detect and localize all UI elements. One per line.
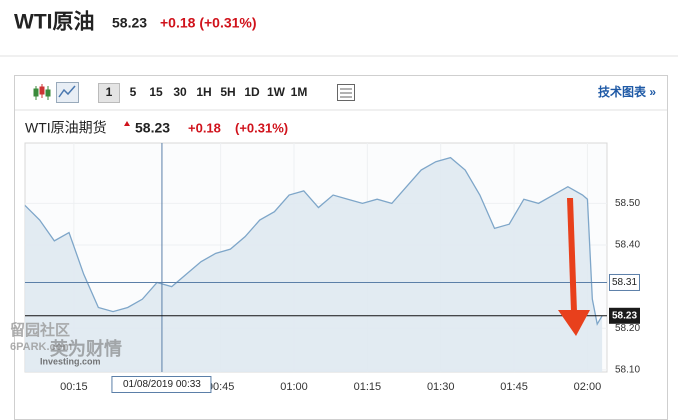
annotation-arrow — [558, 198, 590, 336]
up-indicator — [124, 121, 130, 126]
chart-title: WTI原油期货 — [25, 120, 107, 136]
y-tick-label: 58.20 — [615, 323, 640, 334]
last-price-label: 58.23 — [612, 310, 637, 321]
watermark-brand-en: Investing.com — [40, 356, 101, 366]
watermark-domain: 6PARK.com — [10, 341, 72, 353]
interval-button[interactable]: 5H — [220, 85, 235, 99]
x-tick-label: 01:15 — [354, 381, 382, 393]
price-line — [24, 156, 603, 326]
price-area — [25, 157, 603, 372]
interval-button[interactable]: 15 — [149, 85, 163, 99]
watermark-site: 留园社区 — [10, 321, 70, 339]
x-tick-label: 01:45 — [500, 381, 528, 393]
interval-selected — [98, 83, 120, 103]
chart-price: 58.23 — [135, 120, 170, 136]
x-tick-label: 00:15 — [60, 381, 88, 393]
crosshair-x-label: 01/08/2019 00:33 — [123, 379, 201, 390]
candle-icon[interactable] — [33, 84, 51, 100]
crosshair-y-label: 58.31 — [612, 277, 637, 288]
y-tick-label: 58.50 — [615, 198, 640, 209]
interval-button[interactable]: 1M — [291, 85, 308, 99]
x-tick-label: 01:00 — [280, 381, 308, 393]
crosshair-x-box — [111, 376, 212, 393]
last-price-box — [609, 307, 640, 324]
interval-button[interactable]: 1 — [106, 85, 113, 99]
crosshair-y-box — [609, 273, 640, 291]
header-change: +0.18 (+0.31%) — [160, 15, 257, 31]
x-tick-label: 01:30 — [427, 381, 455, 393]
y-tick-label: 58.10 — [615, 365, 640, 376]
interval-button[interactable]: 1W — [267, 85, 286, 99]
interval-button[interactable]: 5 — [130, 85, 137, 99]
interval-button[interactable]: 1H — [196, 85, 211, 99]
settings-icon[interactable] — [337, 84, 355, 101]
line-icon[interactable] — [56, 82, 79, 103]
instrument-title: WTI原油 — [14, 11, 94, 34]
header-price: 58.23 — [112, 15, 147, 31]
x-tick-label: 00:45 — [207, 381, 235, 393]
y-tick-label: 58.40 — [615, 240, 640, 251]
interval-button[interactable]: 1D — [244, 85, 260, 99]
chart-change: +0.18 — [188, 120, 221, 135]
watermark-brand: 英为财情 — [49, 338, 122, 359]
tech-chart-link[interactable]: 技术图表 » — [598, 84, 656, 99]
chart-change-pct: (+0.31%) — [235, 120, 288, 135]
interval-button[interactable]: 30 — [173, 85, 187, 99]
x-tick-label: 02:00 — [574, 381, 602, 393]
